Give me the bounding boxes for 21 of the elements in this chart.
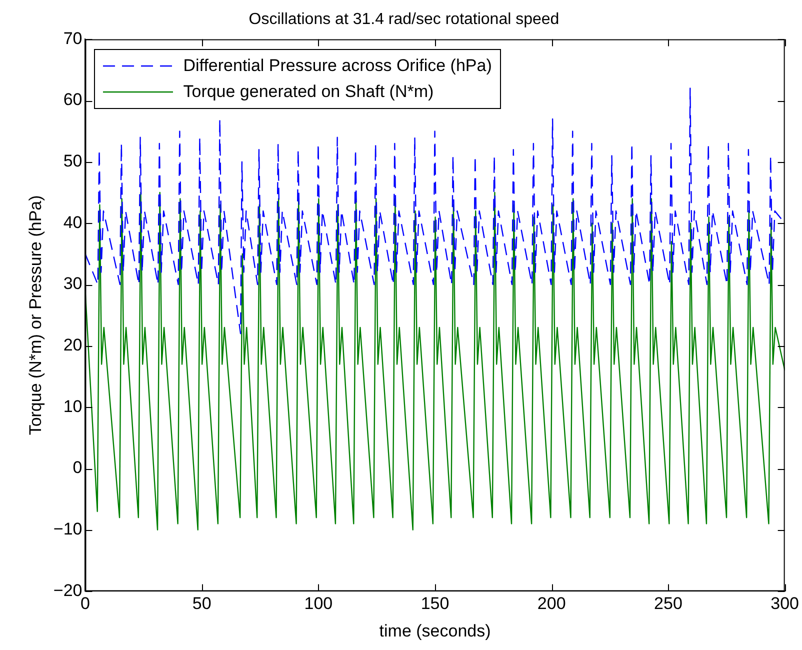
y-tick-label: 10 [63,396,82,416]
x-tick-label: 150 [420,594,450,614]
chart-title: Oscillations at 31.4 rad/sec rotational speed [248,11,560,28]
legend-label: Differential Pressure across Orifice (hPa) [183,56,492,76]
x-tick-label: 300 [770,594,800,614]
y-tick-label: 20 [63,336,82,355]
y-tick-label: −10 [53,520,82,539]
y-tick-label: 70 [63,28,82,48]
y-tick-label: −20 [53,580,82,600]
y-tick-label: 30 [63,274,82,294]
x-axis-title: time (seconds) [379,621,491,640]
x-tick-label: 200 [537,594,566,614]
y-tick-label: 60 [63,90,82,110]
x-tick-label: 250 [654,594,682,614]
y-tick-label: 40 [63,212,82,232]
x-tick-label: 100 [304,594,333,614]
legend-label: Torque generated on Shaft (N*m) [183,82,434,102]
y-tick-label: 50 [63,152,82,171]
y-tick-label: 0 [72,458,82,478]
x-tick-label: 50 [192,594,212,614]
y-axis-title: Torque (N*m) or Pressure (hPa) [26,195,45,436]
